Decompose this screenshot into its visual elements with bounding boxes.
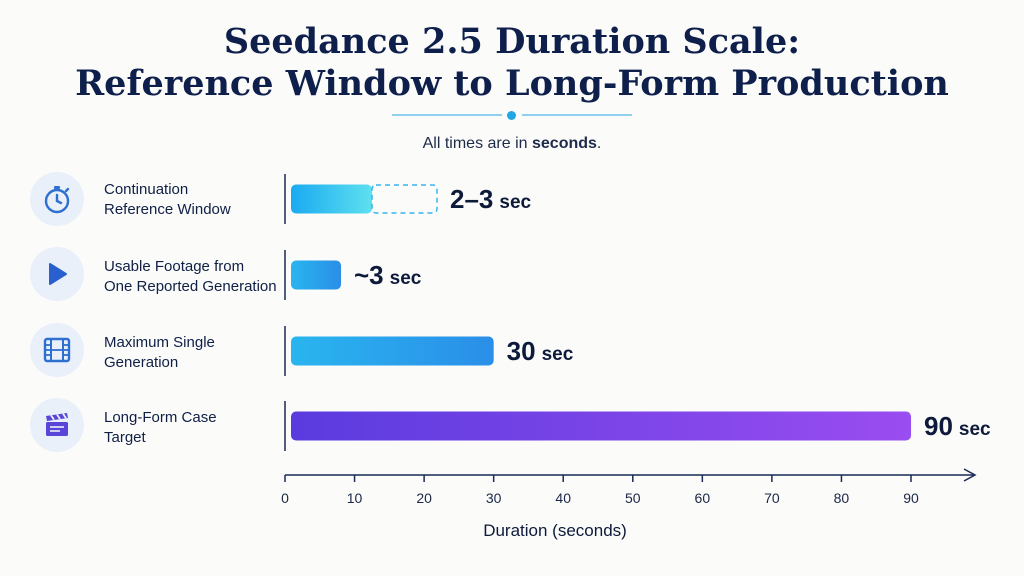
row-label-3: Maximum Single Generation	[104, 333, 284, 373]
value-label-3-number: 30	[507, 336, 536, 366]
value-label-3: 30 sec	[507, 336, 574, 366]
row-icon-container-1	[30, 172, 84, 226]
play-icon	[49, 263, 67, 285]
row-label-1-line1: Continuation	[104, 181, 189, 198]
x-tick-label-20: 20	[416, 490, 432, 506]
row-icon-container-3	[30, 323, 84, 377]
value-label-2: ~3 sec	[354, 260, 422, 290]
value-label-1-number: 2–3	[450, 184, 493, 214]
row-label-1: Continuation Reference Window	[104, 180, 284, 220]
value-label-4: 90 sec	[924, 411, 991, 441]
row-label-4-line1: Long-Form Case	[104, 409, 217, 426]
value-label-1-unit: sec	[499, 192, 531, 213]
bar-1-min	[291, 184, 372, 214]
bar-1-range	[371, 184, 438, 214]
subtitle-prefix: All times are in	[422, 135, 532, 152]
chart-title-line2: Reference Window to Long-Form Production	[75, 63, 949, 104]
row-label-2: Usable Footage from One Reported Generat…	[104, 257, 284, 297]
x-axis-title: Duration (seconds)	[483, 521, 627, 540]
row-label-2-line1: Usable Footage from	[104, 258, 245, 275]
row-label-4-line2: Target	[104, 429, 146, 446]
row-label-2-line2: One Reported Generation	[104, 278, 277, 295]
value-label-4-unit: sec	[959, 419, 991, 440]
title-divider-left	[392, 114, 502, 116]
subtitle-suffix: .	[596, 135, 602, 152]
x-tick-label-50: 50	[625, 490, 641, 506]
x-tick-label-60: 60	[695, 490, 711, 506]
row-label-3-line1: Maximum Single	[104, 334, 215, 351]
x-tick-label-70: 70	[764, 490, 780, 506]
stopwatch-icon	[44, 186, 70, 214]
x-axis-arrow-icon	[963, 468, 977, 482]
value-label-2-number: ~3	[354, 260, 384, 290]
title-divider-dot	[507, 111, 516, 120]
bar-3	[291, 336, 494, 366]
row-icon-container-2	[30, 247, 84, 301]
x-tick-label-90: 90	[903, 490, 919, 506]
film-strip-icon	[43, 337, 71, 363]
row-label-3-line2: Generation	[104, 354, 179, 371]
x-tick-label-0: 0	[281, 490, 289, 506]
clapperboard-icon	[46, 413, 68, 436]
subtitle-bold: seconds	[532, 135, 597, 152]
value-label-4-number: 90	[924, 411, 953, 441]
x-tick-label-10: 10	[347, 490, 363, 506]
chart-subtitle: All times are in seconds.	[0, 135, 1024, 153]
chart-title-line1: Seedance 2.5 Duration Scale:	[223, 21, 801, 62]
bar-2	[291, 260, 341, 290]
row-icon-container-4	[30, 398, 84, 452]
value-label-3-unit: sec	[542, 344, 574, 365]
row-label-1-line2: Reference Window	[104, 201, 231, 218]
row-label-4: Long-Form Case Target	[104, 408, 284, 448]
x-tick-label-30: 30	[486, 490, 502, 506]
x-tick-label-40: 40	[555, 490, 571, 506]
value-label-2-unit: sec	[390, 268, 422, 289]
bar-4	[291, 411, 911, 441]
title-divider-right	[522, 114, 632, 116]
x-tick-label-80: 80	[834, 490, 850, 506]
value-label-1: 2–3 sec	[450, 184, 532, 214]
